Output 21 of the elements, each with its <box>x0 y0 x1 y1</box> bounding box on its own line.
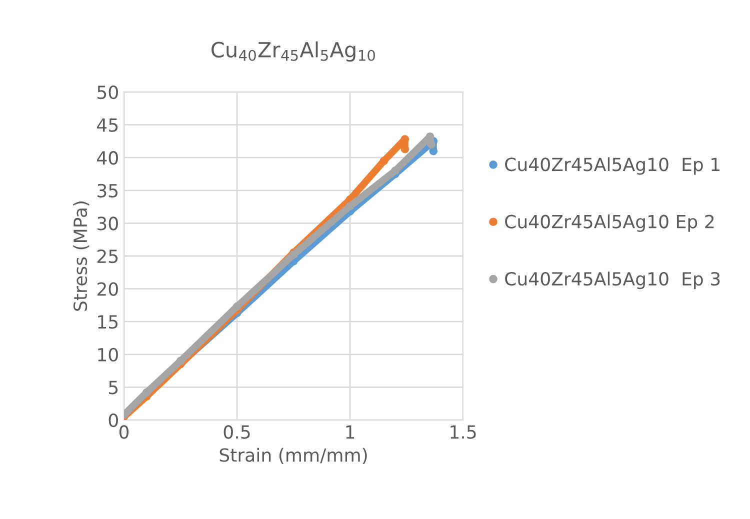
y-tick-label: 30 <box>98 216 118 230</box>
y-tick-label: 20 <box>97 282 118 296</box>
y-tick-label: 5 <box>109 380 118 394</box>
y-tick-label: 0 <box>108 413 118 428</box>
x-tick-label: 1 <box>346 425 354 439</box>
x-axis-title: Strain (mm/mm) <box>220 448 367 464</box>
y-tick-label: 35 <box>98 184 118 198</box>
y-tick-label: 25 <box>97 249 118 264</box>
y-tick-label: 15 <box>98 315 118 329</box>
x-tick-label: 0.5 <box>224 425 250 439</box>
y-axis-title: Stress (MPa) <box>73 202 90 311</box>
y-tick-label: 50 <box>98 85 118 100</box>
legend-label: Cu40Zr45Al5Ag10 Ep 1 <box>505 157 720 175</box>
x-tick-label: 1.5 <box>450 425 476 439</box>
y-tick-label: 40 <box>97 151 118 165</box>
y-tick-label: 45 <box>97 118 118 132</box>
y-tick-label: 10 <box>98 348 118 362</box>
legend-label: Cu40Zr45Al5Ag10 Ep 3 <box>505 272 720 290</box>
chart-title: Cu$_{40}$Zr$_{45}$Al$_{5}$Ag$_{10}$ <box>212 41 375 62</box>
legend-label: Cu40Zr45Al5Ag10 Ep 2 <box>505 214 714 232</box>
x-tick-label: 0 <box>119 425 129 439</box>
